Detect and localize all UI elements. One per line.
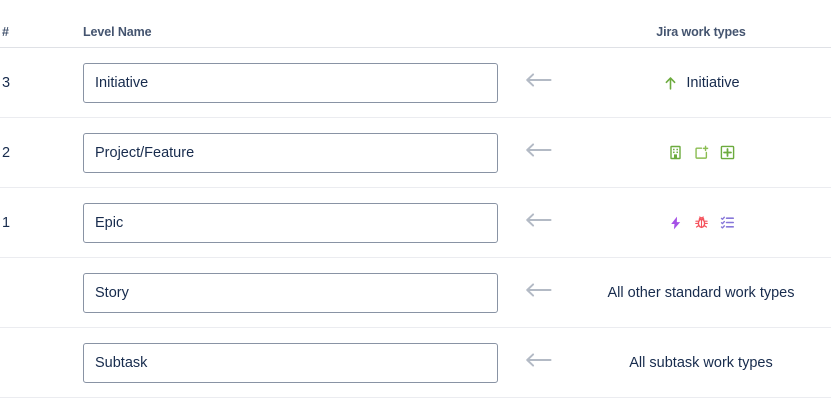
work-types-description: All other standard work types: [607, 284, 795, 301]
new-feature-icon: [693, 144, 710, 161]
arrow-left-icon: [525, 211, 552, 234]
mapping-arrow-cell: [505, 351, 571, 374]
row-level-number: 1: [2, 214, 11, 231]
level-name-cell: [40, 62, 505, 103]
level-name-input[interactable]: [83, 202, 498, 243]
mapping-arrow-cell: [505, 141, 571, 164]
mapping-arrow-cell: [505, 281, 571, 304]
arrow-left-icon: [525, 281, 552, 304]
column-header-arrow: [505, 39, 571, 47]
table-row: 1: [0, 188, 831, 258]
building-icon: [667, 144, 684, 161]
table-body: 3 Initiative 2 1 All other standard work typ…: [0, 48, 831, 398]
level-name-input[interactable]: [83, 62, 498, 103]
table-row: 2: [0, 118, 831, 188]
row-level-number: 2: [2, 144, 11, 161]
plus-square-icon: [719, 144, 736, 161]
jira-work-types-cell: [571, 214, 831, 231]
column-header-number: #: [2, 25, 9, 39]
jira-work-types-cell: All subtask work types: [571, 355, 831, 371]
work-type-chip: Initiative: [662, 74, 740, 91]
level-name-input[interactable]: [83, 272, 498, 313]
task-list-icon: [719, 214, 736, 231]
lightning-bolt-icon: [667, 214, 684, 231]
level-name-cell: [40, 272, 505, 313]
table-row: All subtask work types: [0, 328, 831, 398]
work-type-label: Initiative: [686, 74, 740, 91]
table-header-row: # Level Name Jira work types: [0, 0, 831, 48]
work-type-chip: [693, 144, 710, 161]
arrow-up-icon: [662, 74, 679, 91]
level-name-input[interactable]: [83, 132, 498, 173]
level-name-cell: [40, 342, 505, 383]
arrow-left-icon: [525, 71, 552, 94]
level-name-input[interactable]: [83, 342, 498, 383]
jira-work-types-cell: All other standard work types: [571, 285, 831, 301]
mapping-arrow-cell: [505, 71, 571, 94]
jira-work-types-cell: Initiative: [571, 74, 831, 91]
mapping-arrow-cell: [505, 211, 571, 234]
table-row: 3 Initiative: [0, 48, 831, 118]
bug-icon: [693, 214, 710, 231]
arrow-left-icon: [525, 351, 552, 374]
level-name-cell: [40, 202, 505, 243]
column-header-jira-work-types: Jira work types: [656, 25, 746, 39]
row-level-number: 3: [2, 74, 11, 91]
work-type-chip: [719, 214, 736, 231]
table-row: All other standard work types: [0, 258, 831, 328]
work-type-chip: [667, 214, 684, 231]
level-name-cell: [40, 132, 505, 173]
arrow-left-icon: [525, 141, 552, 164]
work-types-description: All subtask work types: [629, 354, 773, 371]
work-type-chip: [667, 144, 684, 161]
column-header-level-name: Level Name: [83, 25, 152, 39]
jira-work-types-cell: [571, 144, 831, 161]
work-type-chip: [719, 144, 736, 161]
issue-hierarchy-table: # Level Name Jira work types 3 Initiative…: [0, 0, 831, 398]
work-type-chip: [693, 214, 710, 231]
